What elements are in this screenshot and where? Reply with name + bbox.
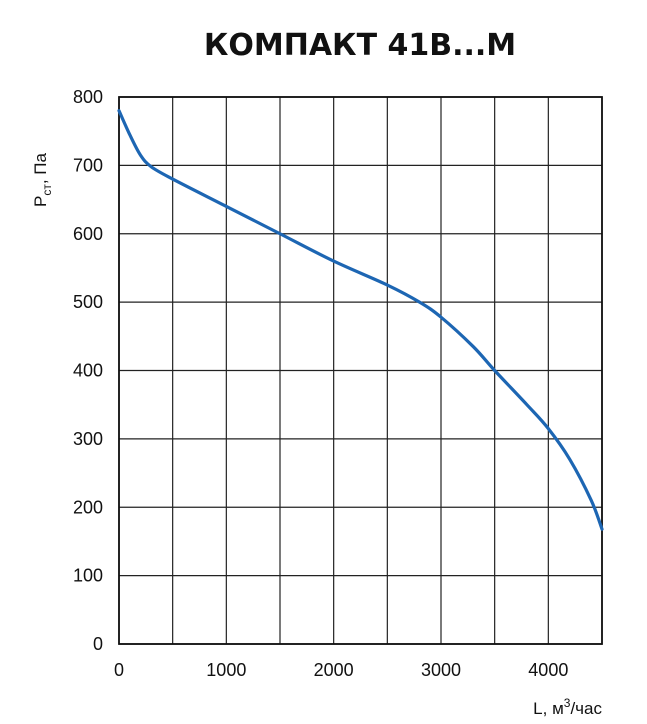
- y-tick-label: 400: [73, 361, 103, 381]
- plot-frame: [118, 96, 603, 645]
- plot-grid: [118, 96, 603, 645]
- x-tick-label: 3000: [421, 660, 461, 680]
- series-group: [117, 109, 604, 531]
- y-tick-label: 800: [73, 87, 103, 107]
- x-axis-label-sup: 3: [564, 696, 571, 710]
- x-axis-ticks: 0 1000 2000 3000 4000: [114, 660, 568, 680]
- series-line: [117, 109, 604, 531]
- y-tick-label: 0: [93, 634, 103, 654]
- y-tick-label: 100: [73, 566, 103, 586]
- y-tick-label: 200: [73, 497, 103, 517]
- y-axis-label: Pст, Па: [31, 152, 54, 207]
- y-tick-label: 500: [73, 292, 103, 312]
- y-axis-ticks: 0 100 200 300 400 500 600 700 800: [73, 87, 103, 654]
- x-tick-label: 2000: [314, 660, 354, 680]
- y-tick-label: 600: [73, 224, 103, 244]
- y-axis-label-main: P: [31, 196, 50, 207]
- chart-title: КОМПАКТ 41В...М: [204, 28, 516, 63]
- y-tick-label: 700: [73, 155, 103, 175]
- x-tick-label: 0: [114, 660, 124, 680]
- y-axis-label-suffix: , Па: [31, 152, 50, 184]
- y-tick-label: 300: [73, 429, 103, 449]
- x-axis-label-prefix: L, м: [533, 699, 564, 718]
- x-axis-label: L, м3/час: [533, 696, 602, 718]
- x-axis-label-suffix: /час: [570, 699, 602, 718]
- y-axis-label-sub: ст: [40, 184, 54, 196]
- x-tick-label: 1000: [206, 660, 246, 680]
- x-tick-label: 4000: [528, 660, 568, 680]
